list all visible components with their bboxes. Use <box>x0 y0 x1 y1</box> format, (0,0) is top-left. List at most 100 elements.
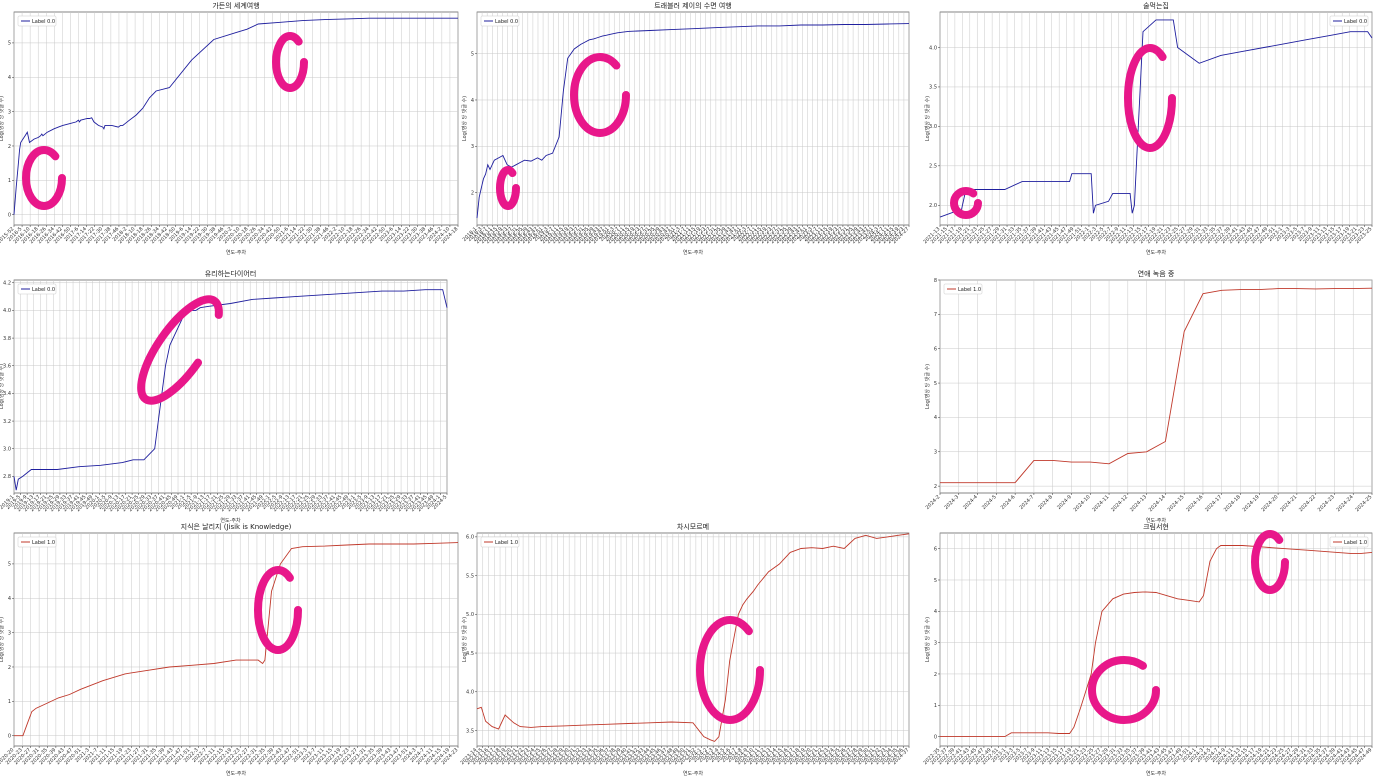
y-tick-label: 5 <box>8 41 11 47</box>
y-axis-label: Log(영상 당 댓글 수) <box>924 364 931 409</box>
y-tick-label: 4.0 <box>466 690 474 696</box>
chart-panel-1: 2015-522016-52016-102016-182016-262016-3… <box>0 1 459 256</box>
x-tick-label: 2024-16 <box>1185 494 1204 513</box>
legend: Label 0.0 <box>1329 15 1369 27</box>
legend-label: Label 1.0 <box>1344 540 1367 546</box>
legend-label: Label 0.0 <box>32 287 55 293</box>
x-tick-label: 2024-24 <box>1336 494 1355 513</box>
series-line <box>939 19 1373 218</box>
x-axis-label: 연도-주차 <box>1146 770 1167 777</box>
y-tick-label: 5 <box>934 578 937 584</box>
chart-title: 연애 녹음 중 <box>1138 269 1175 278</box>
x-tick-label: 2024-12 <box>1110 494 1129 513</box>
legend-label: Label 0.0 <box>495 19 518 25</box>
series-line <box>476 23 910 219</box>
pink-annotation-stroke <box>137 295 223 405</box>
x-tick-label: 2024-9 <box>1056 494 1073 511</box>
y-tick-label: 0 <box>934 734 937 740</box>
y-tick-label: 5 <box>8 562 11 568</box>
y-tick-label: 6 <box>934 347 937 353</box>
y-tick-label: 5.0 <box>466 612 474 618</box>
y-tick-label: 3.0 <box>929 124 937 130</box>
legend: Label 0.0 <box>480 15 520 27</box>
pink-annotation-stroke <box>950 187 982 219</box>
y-tick-label: 4.0 <box>929 45 937 51</box>
y-tick-label: 5 <box>934 381 937 387</box>
pink-annotation-stroke <box>496 166 520 210</box>
x-tick-label: 2024-5 <box>981 494 998 511</box>
series-line <box>14 542 459 737</box>
y-tick-label: 4 <box>471 98 474 104</box>
y-tick-label: 4 <box>8 75 11 81</box>
chart-panel-5: 2024-2 2024-3 2024-4 2024-5 2024-6 2024-7 2024… <box>924 269 1373 524</box>
chart-panel-8: 2022-352022-372022-392022-412022-432022-… <box>922 522 1373 777</box>
y-tick-label: 2 <box>471 190 474 196</box>
plot-area <box>939 532 1373 747</box>
x-tick-label: 2024-22 <box>1298 494 1317 513</box>
legend-label: Label 1.0 <box>32 540 55 546</box>
chart-panel-4: 2019-12019-52019-92019-132019-172019-212… <box>0 269 448 524</box>
series-line <box>13 17 458 215</box>
legend-box <box>17 536 57 548</box>
x-tick-label: 2024-4 <box>962 494 979 511</box>
y-tick-label: 3 <box>934 640 937 646</box>
y-axis-label: Log(영상 당 댓글 수) <box>0 617 5 662</box>
x-axis-label: 연도-주차 <box>1146 249 1167 256</box>
legend-box <box>17 283 57 295</box>
y-tick-label: 2 <box>8 144 11 150</box>
y-tick-label: 5 <box>471 51 474 57</box>
pink-annotation-stroke <box>254 566 302 654</box>
chart-panel-2: 2018-12018-32018-72018-112018-152018-192… <box>461 1 910 256</box>
x-axis-label: 연도-주차 <box>1146 517 1167 524</box>
x-tick-label: 2024-25 <box>1354 494 1373 513</box>
legend-label: Label 0.0 <box>1344 19 1367 25</box>
pink-annotation-stroke <box>1251 530 1289 594</box>
y-tick-label: 2.0 <box>929 203 937 209</box>
legend-box <box>480 536 520 548</box>
y-axis-label: Log(영상 당 댓글 수) <box>461 96 468 141</box>
chart-title: 차시모르메 <box>677 522 709 531</box>
y-tick-label: 6.0 <box>466 535 474 541</box>
y-axis-label: Log(영상 당 댓글 수) <box>0 364 5 409</box>
legend-label: Label 1.0 <box>495 540 518 546</box>
y-tick-label: 2 <box>934 672 937 678</box>
x-tick-label: 2024-3 <box>943 494 960 511</box>
plot-area <box>13 11 459 226</box>
x-tick-label: 2024-14 <box>1148 494 1167 513</box>
pink-annotation-stroke <box>272 32 308 92</box>
y-tick-label: 2 <box>934 484 937 490</box>
x-tick-label: 2024-2 <box>925 494 942 511</box>
x-tick-label: 2024-15 <box>1167 494 1186 513</box>
y-tick-label: 4 <box>934 415 937 421</box>
chart-title: 지식은 날리지 (Jisik is Knowledge) <box>181 522 292 531</box>
y-tick-label: 3.2 <box>3 419 11 425</box>
y-tick-label: 3 <box>934 450 937 456</box>
x-tick-label: 2024-7 <box>1019 494 1036 511</box>
x-axis-label: 연도-주차 <box>220 517 241 524</box>
y-tick-label: 1 <box>934 703 937 709</box>
y-tick-label: 2 <box>8 665 11 671</box>
y-tick-label: 3.8 <box>3 336 11 342</box>
x-axis-label: 연도-주차 <box>683 770 704 777</box>
y-axis-label: Log(영상 당 댓글 수) <box>461 617 468 662</box>
y-tick-label: 6 <box>934 546 937 552</box>
chart-panel-3: 2021-132021-152021-172021-192021-212021-… <box>922 1 1373 256</box>
chart-title: 가든의 세계여행 <box>212 1 259 10</box>
pink-annotation-stroke <box>1088 656 1160 724</box>
y-tick-label: 0 <box>8 733 11 739</box>
legend-box <box>1329 15 1369 27</box>
y-tick-label: 8 <box>934 278 937 284</box>
y-tick-label: 3 <box>8 630 11 636</box>
legend-label: Label 1.0 <box>958 287 981 293</box>
y-tick-label: 3 <box>8 109 11 115</box>
y-axis-label: Log(영상 당 댓글 수) <box>924 617 931 662</box>
x-tick-label: 2024-23 <box>1317 494 1336 513</box>
legend-label: Label 0.0 <box>32 19 55 25</box>
legend: Label 1.0 <box>943 283 983 295</box>
x-tick-label: 2024-18 <box>1223 494 1242 513</box>
y-tick-label: 3.4 <box>3 391 11 397</box>
x-tick-label: 2024-19 <box>1242 494 1261 513</box>
legend: Label 0.0 <box>17 15 57 27</box>
x-tick-label: 2024-17 <box>1204 494 1223 513</box>
